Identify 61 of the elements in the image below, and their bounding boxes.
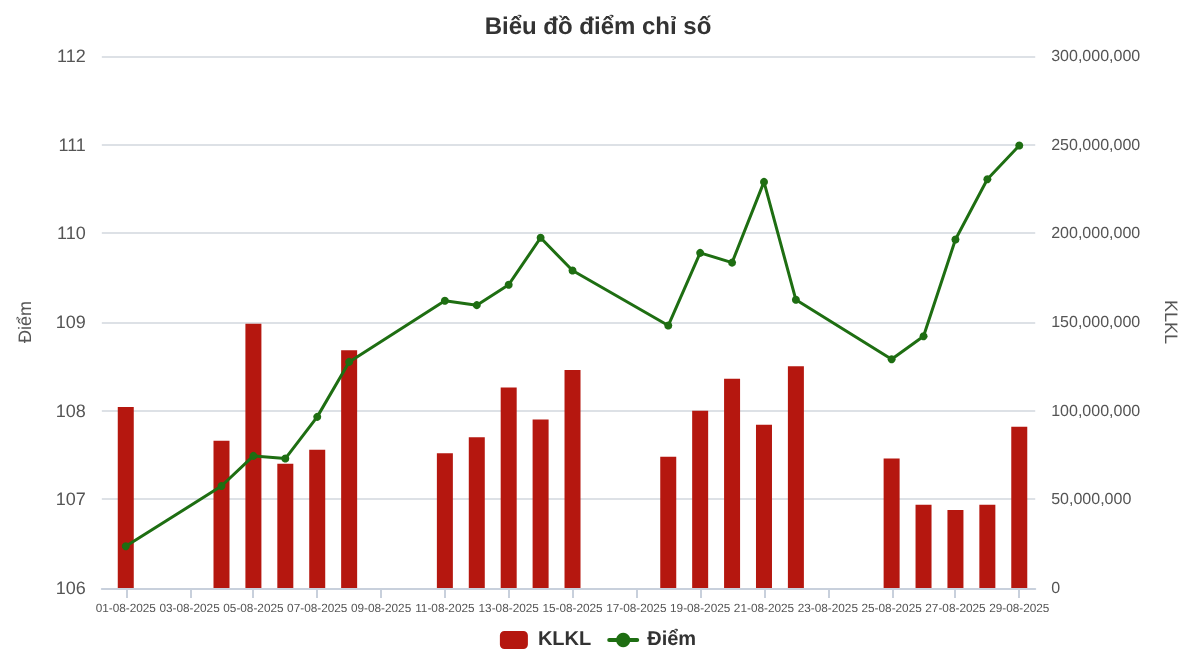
bar	[660, 456, 677, 588]
point	[440, 296, 449, 305]
bar	[532, 419, 549, 588]
bar	[468, 437, 485, 588]
bar	[692, 410, 709, 588]
point	[791, 295, 800, 304]
y2-tick-label: 200,000,000	[1051, 224, 1142, 243]
bar	[915, 504, 932, 588]
point	[983, 175, 992, 184]
y-tick-label: 112	[57, 46, 86, 66]
bar	[1011, 426, 1028, 588]
legend-label: Điểm	[647, 627, 697, 651]
point	[281, 454, 290, 463]
y-tick-label: 111	[58, 134, 86, 155]
point	[504, 280, 513, 289]
point	[345, 357, 354, 366]
bar	[341, 350, 358, 588]
y-tick-label: 108	[55, 400, 86, 421]
point	[1015, 141, 1024, 150]
bar	[787, 366, 804, 588]
y-axis-title: Điểm	[15, 300, 35, 344]
bar	[436, 453, 453, 588]
bar	[979, 504, 996, 588]
bar	[724, 378, 741, 588]
point	[313, 412, 322, 421]
bar	[500, 387, 517, 588]
point	[696, 248, 705, 257]
bar	[755, 424, 772, 588]
y-tick-label: 110	[57, 223, 86, 244]
y-tick-label: 109	[55, 312, 86, 332]
y2-tick-label: 150,000,000	[1051, 313, 1142, 331]
point	[664, 321, 673, 330]
y-tick-label: 107	[55, 489, 86, 510]
y2-axis-title: KLKL	[1161, 299, 1181, 345]
y2-tick-label: 50,000,000	[1051, 490, 1133, 509]
point	[472, 301, 481, 310]
y-tick-label: 106	[55, 578, 86, 598]
bar	[117, 407, 134, 588]
legend-label: KLKL	[537, 629, 592, 651]
bar	[883, 458, 900, 588]
chart-title: Biểu đồ điểm chỉ số	[484, 12, 712, 40]
bar	[309, 449, 326, 588]
y2-tick-label: 250,000,000	[1051, 135, 1142, 154]
point	[121, 542, 130, 551]
point	[249, 451, 258, 460]
bar	[245, 323, 262, 588]
y2-tick-label: 0	[1051, 579, 1062, 597]
point	[728, 258, 737, 267]
point	[887, 355, 896, 364]
bar	[947, 509, 964, 588]
point	[919, 332, 928, 341]
point	[217, 482, 226, 491]
bar	[564, 369, 581, 588]
point	[536, 233, 545, 242]
y2-tick-label: 100,000,000	[1051, 401, 1142, 420]
bar	[213, 440, 230, 588]
point	[951, 235, 960, 244]
bar	[277, 463, 294, 588]
point	[759, 177, 768, 186]
y2-tick-label: 300,000,000	[1051, 47, 1142, 65]
point	[568, 266, 577, 275]
